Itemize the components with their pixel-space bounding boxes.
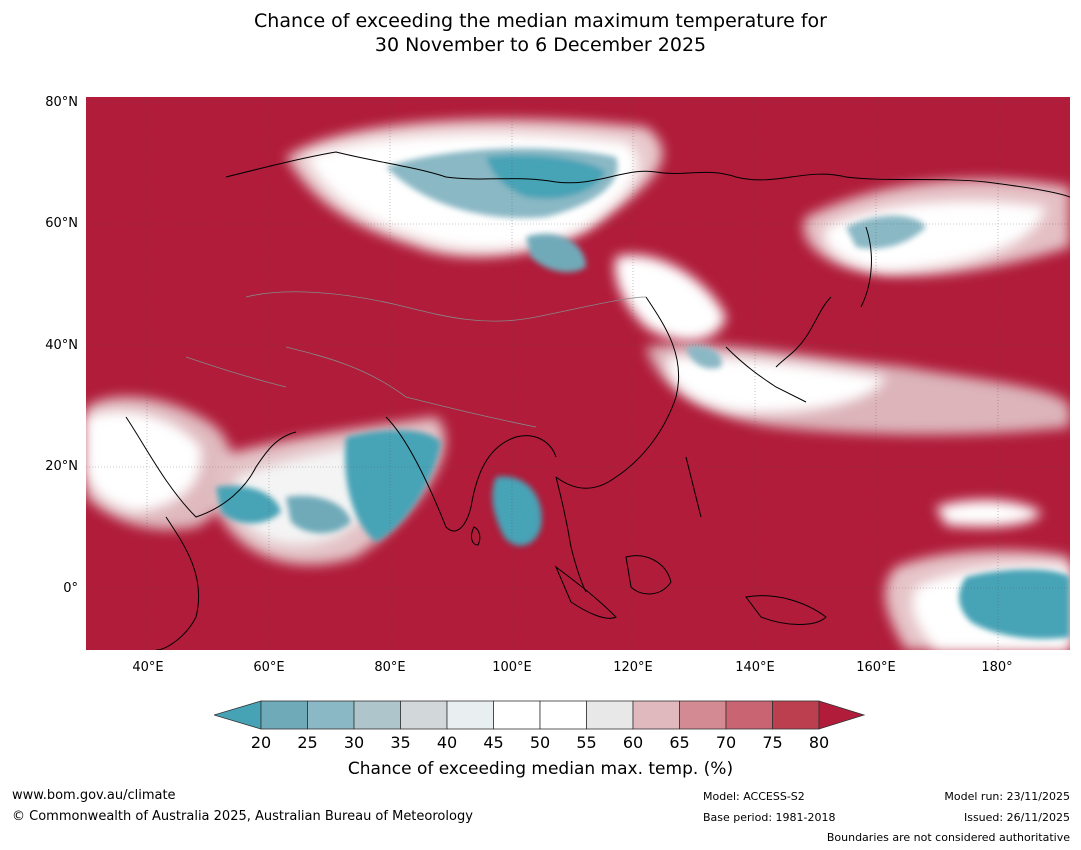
colorbar-tick-label: 70	[715, 733, 737, 752]
boundaries-disclaimer: Boundaries are not considered authoritat…	[826, 831, 1070, 844]
issued-date: Issued: 26/11/2025	[963, 811, 1070, 824]
colorbar-cell	[772, 700, 820, 730]
lat-label-80n: 80°N	[45, 95, 78, 110]
borders	[185, 291, 647, 428]
copyright-text: © Commonwealth of Australia 2025, Austra…	[12, 809, 473, 824]
colorbar-min-arrow	[214, 700, 262, 730]
lat-label-0: 0°	[63, 581, 78, 596]
map-canvas	[86, 97, 1070, 650]
map-title-line1: Chance of exceeding the median maximum t…	[254, 10, 827, 32]
base-period: Base period: 1981-2018	[703, 811, 836, 824]
colorbar-cell	[679, 700, 727, 730]
colorbar	[214, 700, 866, 730]
colorbar-tick-label: 65	[669, 733, 690, 752]
lon-label-140e: 140°E	[735, 660, 775, 675]
colorbar-cell	[539, 700, 587, 730]
lon-label-180: 180°	[981, 660, 1013, 675]
model-name: Model: ACCESS-S2	[703, 790, 805, 803]
colorbar-cell	[632, 700, 680, 730]
lat-label-20n: 20°N	[45, 459, 78, 474]
bom-website-link[interactable]: www.bom.gov.au/climate	[12, 788, 176, 803]
map-title: Chance of exceeding the median maximum t…	[0, 9, 1081, 57]
colorbar-tick-label: 60	[622, 733, 644, 752]
colorbar-cell	[353, 700, 401, 730]
colorbar-cell	[446, 700, 494, 730]
lon-label-40e: 40°E	[132, 660, 164, 675]
colorbar-tick-label: 35	[390, 733, 411, 752]
colorbar-title: Chance of exceeding median max. temp. (%…	[347, 759, 734, 779]
colorbar-tick-label: 45	[483, 733, 504, 752]
lat-label-40n: 40°N	[45, 338, 78, 353]
colorbar-tick-label: 30	[343, 733, 365, 752]
forecast-map[interactable]	[86, 97, 1070, 650]
lon-label-60e: 60°E	[253, 660, 285, 675]
coastlines	[125, 151, 1070, 650]
colorbar-max-arrow	[818, 700, 866, 730]
colorbar-cell	[260, 700, 308, 730]
colorbar-cell	[725, 700, 773, 730]
lat-label-60n: 60°N	[45, 216, 78, 231]
colorbar-tick-label: 55	[576, 733, 597, 752]
graticule	[86, 97, 1070, 650]
lon-label-100e: 100°E	[492, 660, 532, 675]
model-run-date: Model run: 23/11/2025	[944, 790, 1070, 803]
colorbar-tick-label: 80	[808, 733, 830, 752]
colorbar-cell	[493, 700, 541, 730]
colorbar-tick-label: 75	[762, 733, 783, 752]
colorbar-tick-label: 20	[250, 733, 272, 752]
colorbar-tick-label: 50	[529, 733, 551, 752]
lon-label-120e: 120°E	[613, 660, 653, 675]
colorbar-cell	[400, 700, 448, 730]
lon-label-160e: 160°E	[856, 660, 896, 675]
lon-label-80e: 80°E	[374, 660, 406, 675]
colorbar-cells	[260, 700, 820, 730]
map-title-line2: 30 November to 6 December 2025	[374, 34, 707, 56]
colorbar-cell	[586, 700, 634, 730]
colorbar-tick-label: 25	[297, 733, 318, 752]
probability-field	[86, 119, 1070, 650]
colorbar-tick-label: 40	[436, 733, 458, 752]
colorbar-cell	[307, 700, 355, 730]
